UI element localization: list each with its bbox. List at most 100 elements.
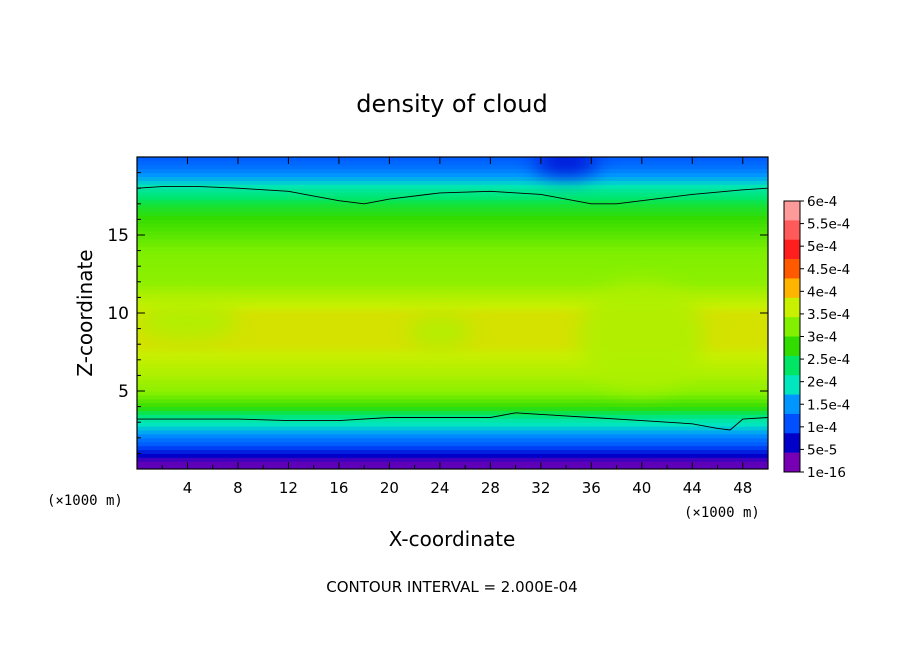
colorbar-label: 4e-4	[807, 284, 837, 300]
field-band	[137, 265, 768, 271]
x-tick-label: 8	[233, 479, 243, 497]
colorbar-label: 1e-4	[807, 420, 837, 436]
x-tick-label: 36	[582, 479, 601, 497]
field-band	[137, 289, 768, 294]
field-band	[137, 257, 768, 263]
x-tick-label: 20	[380, 479, 399, 497]
field-highlight	[534, 157, 598, 176]
field-band	[137, 222, 768, 228]
x-tick-label: 32	[531, 479, 550, 497]
field-band	[137, 172, 768, 177]
colorbar-swatch	[784, 452, 800, 473]
colorbar-label: 5e-5	[807, 442, 837, 458]
field-band	[137, 269, 768, 275]
field-band	[137, 296, 768, 302]
field-band	[137, 277, 768, 283]
field-band	[137, 281, 768, 287]
field-highlight	[137, 302, 238, 340]
x-tick-label: 40	[632, 479, 651, 497]
field-band	[137, 460, 768, 466]
colorbar-label: 1e-16	[807, 465, 846, 481]
colorbar-label: 3e-4	[807, 330, 837, 346]
field-band	[137, 254, 768, 259]
field-band	[137, 285, 768, 291]
field-band	[137, 234, 768, 240]
field-band	[137, 261, 768, 267]
field-band	[137, 429, 768, 435]
field-band	[137, 433, 768, 439]
field-band	[137, 238, 768, 244]
field-band	[137, 207, 768, 213]
field-band	[137, 211, 768, 216]
field-band	[137, 215, 768, 220]
colorbar-swatch	[784, 413, 800, 434]
plot-area	[137, 157, 768, 469]
field-band	[137, 230, 768, 236]
y-tick-label: 15	[107, 226, 129, 246]
colorbar-label: 2.5e-4	[807, 352, 850, 368]
field-band	[137, 378, 768, 384]
field-band	[137, 374, 768, 380]
field-band	[137, 464, 768, 469]
field-band	[137, 250, 768, 255]
field-band	[137, 437, 768, 443]
field-band	[137, 304, 768, 310]
chart-title: density of cloud	[356, 90, 547, 118]
colorbar-swatch	[784, 336, 800, 357]
field-band	[137, 187, 768, 193]
y-axis-label: Z-coordinate	[73, 249, 97, 376]
x-unit-label: (×1000 m)	[47, 493, 123, 509]
colorbar-swatch	[784, 355, 800, 376]
field-band	[137, 398, 768, 404]
field-band	[137, 382, 768, 388]
field-band	[137, 386, 768, 392]
field-band	[137, 273, 768, 279]
field-band	[137, 402, 768, 408]
field-band	[137, 195, 768, 201]
colorbar-label: 5e-4	[807, 239, 837, 255]
colorbar-swatch	[784, 433, 800, 453]
field-band	[137, 351, 768, 357]
field-band	[137, 308, 768, 314]
x-tick-label: 4	[183, 479, 193, 497]
field-band	[137, 425, 768, 431]
colorbar-swatch	[784, 375, 800, 395]
field-band	[137, 293, 768, 298]
colorbar-swatch	[784, 317, 800, 337]
field-band	[137, 441, 768, 447]
colorbar-label: 4.5e-4	[807, 262, 850, 278]
y-tick-label: 10	[107, 304, 129, 324]
contour-interval-note: CONTOUR INTERVAL = 2.000E-04	[326, 578, 577, 596]
field-band	[137, 452, 768, 458]
field-band	[137, 456, 768, 462]
field-band	[137, 164, 768, 170]
field-band	[137, 199, 768, 205]
field-band	[137, 242, 768, 248]
field-band	[137, 367, 768, 372]
field-band	[137, 343, 768, 349]
field-highlight	[578, 281, 705, 391]
x-tick-label: 16	[329, 479, 348, 497]
x-tick-label: 24	[430, 479, 449, 497]
colorbar-label: 3.5e-4	[807, 307, 850, 323]
field-band	[137, 449, 768, 454]
field-band	[137, 355, 768, 361]
colorbar-label: 2e-4	[807, 375, 837, 391]
y-tick-label: 5	[118, 382, 129, 402]
field-band	[137, 168, 768, 174]
field-highlight	[408, 316, 472, 348]
colorbar-swatch	[784, 278, 800, 299]
field-band	[137, 347, 768, 353]
x-tick-label: 28	[481, 479, 500, 497]
field-band	[137, 371, 768, 376]
field-band	[137, 312, 768, 318]
colorbar-swatch	[784, 201, 800, 221]
field-band	[137, 176, 768, 181]
field-band	[137, 390, 768, 396]
field-band	[137, 183, 768, 189]
field-band	[137, 410, 768, 415]
z-unit-label: (×1000 m)	[684, 505, 760, 521]
x-tick-label: 44	[683, 479, 702, 497]
field-band	[137, 406, 768, 411]
field-band	[137, 157, 768, 162]
